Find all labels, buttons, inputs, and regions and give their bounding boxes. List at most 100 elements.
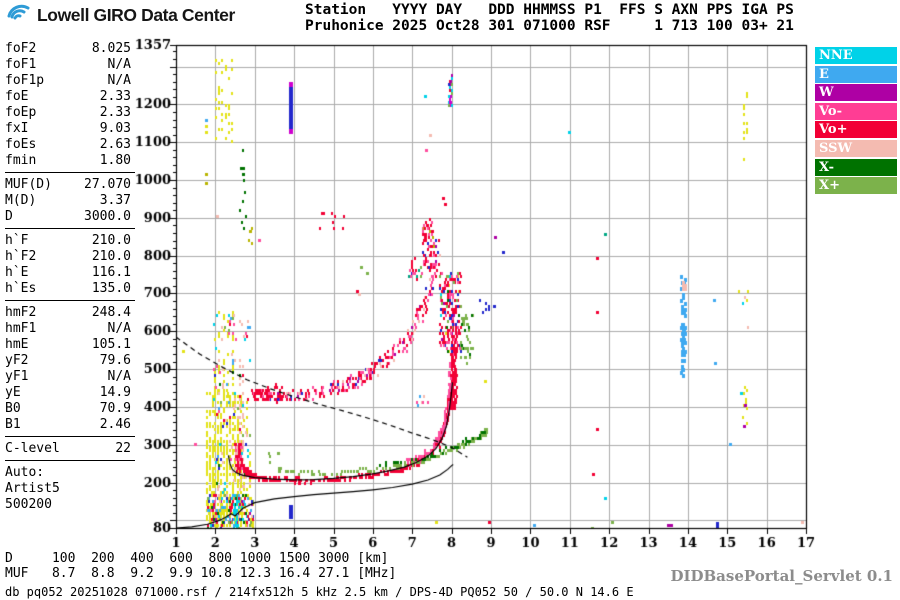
param-label: foE — [5, 89, 29, 104]
param-row-foe: foE 2.33 — [5, 89, 131, 105]
param-row-ye: yE 14.9 — [5, 385, 131, 401]
param-value: N/A — [107, 73, 131, 88]
autoscaling-info-line: 500200 — [5, 497, 52, 512]
param-row-fxi: fxI 9.03 — [5, 121, 131, 137]
param-value: 9.03 — [99, 121, 131, 136]
param-label: h`F2 — [5, 249, 37, 264]
header-columns-line: Station YYYY DAY DDD HHMMSS P1 FFS S AXN… — [305, 2, 794, 18]
param-label: fxI — [5, 121, 29, 136]
param-row-yf2: yF2 79.6 — [5, 353, 131, 369]
panel-divider — [5, 460, 135, 461]
param-label: fmin — [5, 153, 37, 168]
param-row-md: M(D) 3.37 — [5, 193, 131, 209]
panel-divider — [5, 300, 135, 301]
muf-distance-table: D 100 200 400 600 800 1000 1500 3000 [km… — [5, 551, 397, 581]
param-value: 14.9 — [99, 385, 131, 400]
autoscaling-info-line: Artist5 — [5, 481, 60, 496]
param-value: 210.0 — [91, 249, 131, 264]
param-label: B1 — [5, 417, 21, 432]
legend-item-x: X- — [815, 158, 897, 176]
param-row-hes: h`Es 135.0 — [5, 281, 131, 297]
param-row-he: h`E 116.1 — [5, 265, 131, 281]
param-value: N/A — [107, 57, 131, 72]
param-row-fof1p: foF1p N/A — [5, 73, 131, 89]
param-row-hme: hmE 105.1 — [5, 337, 131, 353]
param-value: 2.46 — [99, 417, 131, 432]
param-value: N/A — [107, 369, 131, 384]
param-row-hmf2: hmF2 248.4 — [5, 305, 131, 321]
param-value: 135.0 — [91, 281, 131, 296]
param-value: 3000.0 — [84, 209, 131, 224]
param-row-fmin: fmin 1.80 — [5, 153, 131, 169]
param-row-fof2: foF2 8.025 — [5, 41, 131, 57]
header: Station YYYY DAY DDD HHMMSS P1 FFS S AXN… — [305, 2, 794, 34]
status-line: db pq052 20251028 071000.rsf / 214fx512h… — [5, 585, 634, 599]
param-label: hmE — [5, 337, 29, 352]
autoscaling-info-line: Auto: — [5, 465, 45, 480]
legend-item-nne: NNE — [815, 47, 897, 64]
param-label: foEs — [5, 137, 37, 152]
param-value: 79.6 — [99, 353, 131, 368]
param-row-b0: B0 70.9 — [5, 401, 131, 417]
legend-item-x: X+ — [815, 177, 897, 195]
param-label: foF2 — [5, 41, 37, 56]
param-row-foes: foEs 2.63 — [5, 137, 131, 153]
param-value: 8.025 — [91, 41, 131, 56]
legend-item-vo: Vo+ — [815, 121, 897, 139]
param-value: 1.80 — [99, 153, 131, 168]
param-value: 27.070 — [84, 177, 131, 192]
param-row-hmf1: hmF1 N/A — [5, 321, 131, 337]
param-value: 2.33 — [99, 105, 131, 120]
param-label: yE — [5, 385, 21, 400]
param-label: h`E — [5, 265, 29, 280]
panel-divider — [5, 436, 135, 437]
giro-wave-icon — [7, 4, 30, 20]
param-row-foep: foEp 2.33 — [5, 105, 131, 121]
param-value: 2.33 — [99, 89, 131, 104]
param-row-b1: B1 2.46 — [5, 417, 131, 433]
param-label: foEp — [5, 105, 37, 120]
param-label: B0 — [5, 401, 21, 416]
legend-item-ssw: SSW — [815, 139, 897, 157]
param-label: M(D) — [5, 193, 37, 208]
param-row-d: D 3000.0 — [5, 209, 131, 225]
legend-item-w: W — [815, 84, 897, 102]
legend-item-vo: Vo- — [815, 102, 897, 120]
parameter-panel: foF2 8.025 foF1 N/A foF1p N/A foE 2.33 foEp 2.33 f… — [5, 41, 135, 513]
param-label: C-level — [5, 441, 60, 456]
param-value: 3.37 — [99, 193, 131, 208]
logo: Lowell GIRO Data Center — [6, 3, 235, 27]
param-label: foF1 — [5, 57, 37, 72]
legend-item-e: E — [815, 65, 897, 83]
panel-divider — [5, 172, 135, 173]
header-values-line: Pruhonice 2025 Oct28 301 071000 RSF 1 71… — [305, 17, 794, 34]
param-value: 210.0 — [91, 233, 131, 248]
param-row-fof1: foF1 N/A — [5, 57, 131, 73]
param-label: hmF1 — [5, 321, 37, 336]
param-row-hf: h`F 210.0 — [5, 233, 131, 249]
param-label: MUF(D) — [5, 177, 52, 192]
param-label: yF2 — [5, 353, 29, 368]
servlet-version: DIDBasePortal_Servlet 0.1 — [670, 567, 893, 585]
direction-legend: NNE E W Vo- Vo+ SSW X- X+ — [815, 47, 897, 196]
param-value: 105.1 — [91, 337, 131, 352]
param-value: 22 — [115, 441, 131, 456]
param-value: 116.1 — [91, 265, 131, 280]
param-label: D — [5, 209, 13, 224]
param-label: h`F — [5, 233, 29, 248]
panel-divider — [5, 228, 135, 229]
param-label: yF1 — [5, 369, 29, 384]
logo-text: Lowell GIRO Data Center — [37, 4, 235, 25]
param-row-mufd: MUF(D) 27.070 — [5, 177, 131, 193]
param-label: hmF2 — [5, 305, 37, 320]
param-value: N/A — [107, 321, 131, 336]
param-value: 2.63 — [99, 137, 131, 152]
param-label: h`Es — [5, 281, 37, 296]
param-value: 70.9 — [99, 401, 131, 416]
param-row-yf1: yF1 N/A — [5, 369, 131, 385]
param-row-clevel: C-level 22 — [5, 441, 131, 457]
param-row-hf2: h`F2 210.0 — [5, 249, 131, 265]
param-label: foF1p — [5, 73, 45, 88]
param-value: 248.4 — [91, 305, 131, 320]
